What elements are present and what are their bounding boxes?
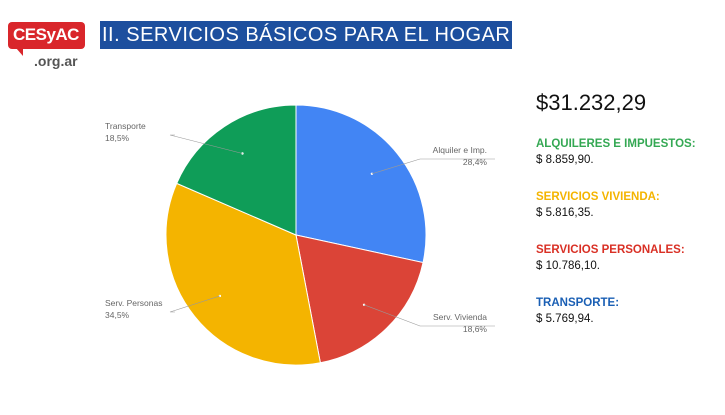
category-amount: $ 5.769,94.: [536, 313, 594, 325]
leader-dot: [218, 294, 222, 298]
category-amount: $ 8.859,90.: [536, 154, 594, 166]
category-name: TRANSPORTE:: [536, 297, 620, 309]
slice-label: Alquiler e Imp.: [433, 145, 487, 155]
cesyac-logo: CESyAC .org.ar: [8, 22, 88, 74]
category-amount: $ 10.786,10.: [536, 260, 600, 272]
pie-slice: [295, 104, 427, 264]
logo-domain: .org.ar: [34, 53, 78, 69]
category-name: SERVICIOS VIVIENDA:: [536, 191, 660, 203]
leader-line: [371, 158, 495, 175]
category-transporte: TRANSPORTE: $ 5.769,94.: [536, 297, 619, 325]
leader-line: [363, 304, 495, 327]
pie-slice: [295, 234, 424, 364]
page-title: II. SERVICIOS BÁSICOS PARA EL HOGAR: [100, 21, 513, 49]
leader-dot: [362, 303, 366, 307]
slice-label: Serv. Vivienda: [433, 312, 487, 322]
pie-labels: Alquiler e Imp. 28,4% Serv. Vivienda 18,6% S…: [105, 121, 495, 334]
slice-label: Serv. Personas: [105, 298, 162, 308]
category-amount: $ 5.816,35.: [536, 207, 594, 219]
slice-percent: 18,6%: [463, 324, 488, 334]
category-servicios-vivienda: SERVICIOS VIVIENDA: $ 5.816,35.: [536, 191, 660, 219]
pie-slices: [165, 104, 427, 366]
slice-percent: 34,5%: [105, 310, 130, 320]
category-name: ALQUILERES E IMPUESTOS:: [536, 138, 696, 150]
category-servicios-personales: SERVICIOS PERSONALES: $ 10.786,10.: [536, 244, 685, 272]
logo-speech-tail: [16, 48, 23, 56]
leader-line: [169, 134, 243, 154]
category-name: SERVICIOS PERSONALES:: [536, 244, 685, 256]
leader-line: [169, 295, 220, 313]
slice-label: Transporte: [105, 121, 146, 131]
pie-slice: [165, 182, 321, 366]
category-alquileres: ALQUILERES E IMPUESTOS: $ 8.859,90.: [536, 138, 696, 166]
pie-slice: [176, 104, 297, 236]
logo-brand: CESyAC: [8, 22, 85, 49]
slice-percent: 28,4%: [463, 157, 488, 167]
total-amount: $31.232,29: [536, 90, 647, 115]
slice-percent: 18,5%: [105, 133, 130, 143]
